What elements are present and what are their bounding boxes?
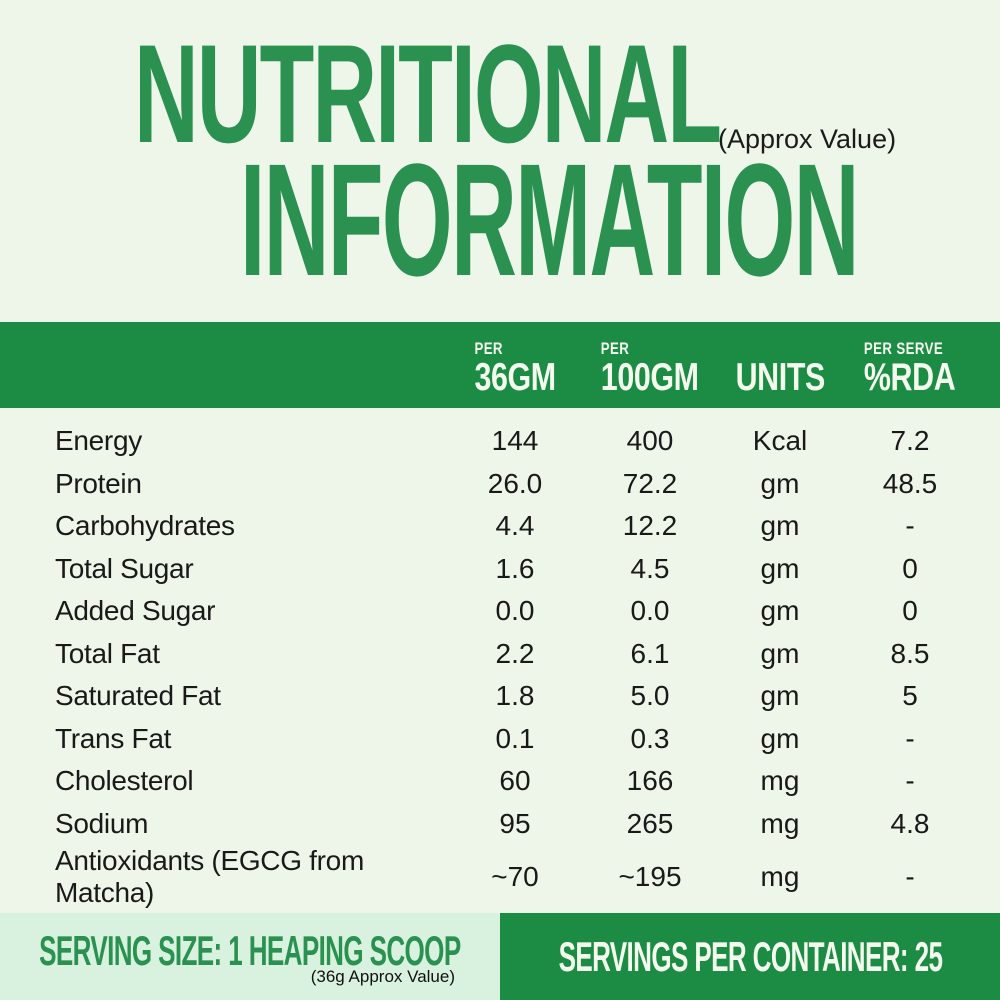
value-per-36gm: 95 (499, 807, 531, 839)
nutrient-label: Saturated Fat (55, 680, 221, 712)
nutrient-label: Added Sugar (55, 595, 216, 627)
table-body: Energy 144 400 Kcal 7.2 Protein 26.0 72.… (0, 408, 1000, 908)
column-header-per-100gm: PER 100GM (580, 338, 720, 399)
value-per-serve-rda: 4.8 (890, 807, 930, 839)
value-per-36gm: 1.8 (495, 680, 535, 712)
value-units: mg (760, 861, 800, 892)
value-per-36gm: 60 (499, 765, 531, 797)
serving-size-text: SERVING SIZE: 1 HEAPING SCOOP (39, 926, 461, 974)
value-per-serve-rda: - (905, 861, 915, 892)
value-per-36gm: 26.0 (487, 467, 543, 499)
value-units: mg (760, 765, 800, 797)
servings-per-container-panel: SERVINGS PER CONTAINER: 25 (500, 913, 1000, 1000)
value-per-100gm: 12.2 (622, 510, 678, 542)
nutrient-label: Carbohydrates (55, 510, 235, 542)
column-header-sub-label: PER (601, 338, 630, 358)
table-row: Protein 26.0 72.2 gm 48.5 (0, 463, 1000, 506)
value-per-serve-rda: - (905, 765, 915, 797)
value-per-36gm: 0.0 (495, 595, 535, 627)
column-header-units: UNITS (720, 355, 840, 399)
value-units: gm (760, 510, 800, 542)
value-units: Kcal (752, 425, 808, 457)
nutrient-label: Trans Fat (55, 722, 172, 754)
column-header-main-label: %RDA (864, 355, 956, 399)
value-per-100gm: 400 (626, 425, 674, 457)
nutrient-label: Total Fat (55, 637, 160, 669)
value-per-100gm: 5.0 (630, 680, 670, 712)
table-row: Antioxidants (EGCG from Matcha) ~70 ~195… (0, 845, 1000, 908)
table-row: Cholesterol 60 166 mg - (0, 760, 1000, 803)
value-units: gm (760, 680, 800, 712)
table-row: Carbohydrates 4.4 12.2 gm - (0, 505, 1000, 548)
table-row: Total Sugar 1.6 4.5 gm 0 (0, 548, 1000, 591)
value-per-100gm: 166 (626, 765, 674, 797)
column-header-sub-label: PER (474, 338, 503, 358)
value-units: gm (760, 637, 800, 669)
servings-per-container-text: SERVINGS PER CONTAINER: 25 (558, 932, 942, 980)
value-per-36gm: 2.2 (495, 637, 535, 669)
column-header-main-label: UNITS (735, 355, 825, 399)
table-row: Added Sugar 0.0 0.0 gm 0 (0, 590, 1000, 633)
table-header: PER 36GM PER 100GM UNITS PER SERVE %RDA (0, 322, 1000, 408)
value-units: mg (760, 807, 800, 839)
nutrient-label: Sodium (55, 807, 149, 839)
value-per-100gm: 72.2 (622, 467, 678, 499)
value-per-100gm: 6.1 (630, 637, 670, 669)
value-per-100gm: 4.5 (630, 552, 670, 584)
value-units: gm (760, 595, 800, 627)
value-per-serve-rda: 0 (902, 552, 918, 584)
table-row: Total Fat 2.2 6.1 gm 8.5 (0, 633, 1000, 676)
nutrient-label: Antioxidants (EGCG from Matcha) (55, 845, 364, 908)
column-header-main-label: 100GM (601, 355, 699, 399)
serving-size-note: (36g Approx Value) (310, 967, 455, 986)
value-per-36gm: 1.6 (495, 552, 535, 584)
value-per-serve-rda: 8.5 (890, 637, 930, 669)
value-per-100gm: 265 (626, 807, 674, 839)
value-per-100gm: 0.3 (630, 722, 670, 754)
page-title-line1: NUTRITIONAL (134, 15, 722, 172)
nutrient-label: Cholesterol (55, 765, 194, 797)
value-per-serve-rda: 0 (902, 595, 918, 627)
table-row: Trans Fat 0.1 0.3 gm - (0, 718, 1000, 761)
value-per-36gm: 4.4 (495, 510, 535, 542)
title-approx-note: (Approx Value) (718, 124, 897, 154)
value-per-serve-rda: 48.5 (882, 467, 938, 499)
column-header-sub-label: PER SERVE (864, 338, 944, 358)
value-units: gm (760, 467, 800, 499)
column-header-per-serve-rda: PER SERVE %RDA (840, 338, 980, 399)
value-units: gm (760, 552, 800, 584)
footer: SERVING SIZE: 1 HEAPING SCOOP (36g Appro… (0, 913, 1000, 1000)
value-per-serve-rda: - (905, 510, 915, 542)
nutrient-label: Energy (55, 425, 142, 457)
value-per-36gm: 144 (491, 425, 539, 457)
serving-size-panel: SERVING SIZE: 1 HEAPING SCOOP (36g Appro… (0, 913, 500, 1000)
value-units: gm (760, 722, 800, 754)
table-row: Sodium 95 265 mg 4.8 (0, 803, 1000, 846)
nutrient-label: Protein (55, 467, 142, 499)
value-per-100gm: ~195 (618, 861, 682, 892)
column-header-per-36gm: PER 36GM (450, 338, 580, 399)
nutrient-label: Total Sugar (55, 552, 194, 584)
table-row: Energy 144 400 Kcal 7.2 (0, 420, 1000, 463)
table-row: Saturated Fat 1.8 5.0 gm 5 (0, 675, 1000, 718)
value-per-serve-rda: - (905, 722, 915, 754)
value-per-serve-rda: 7.2 (890, 425, 930, 457)
column-header-main-label: 36GM (474, 355, 556, 399)
value-per-100gm: 0.0 (630, 595, 670, 627)
value-per-36gm: 0.1 (495, 722, 535, 754)
value-per-serve-rda: 5 (902, 680, 918, 712)
value-per-36gm: ~70 (491, 861, 539, 892)
page-title-line2: INFORMATION (240, 130, 860, 309)
